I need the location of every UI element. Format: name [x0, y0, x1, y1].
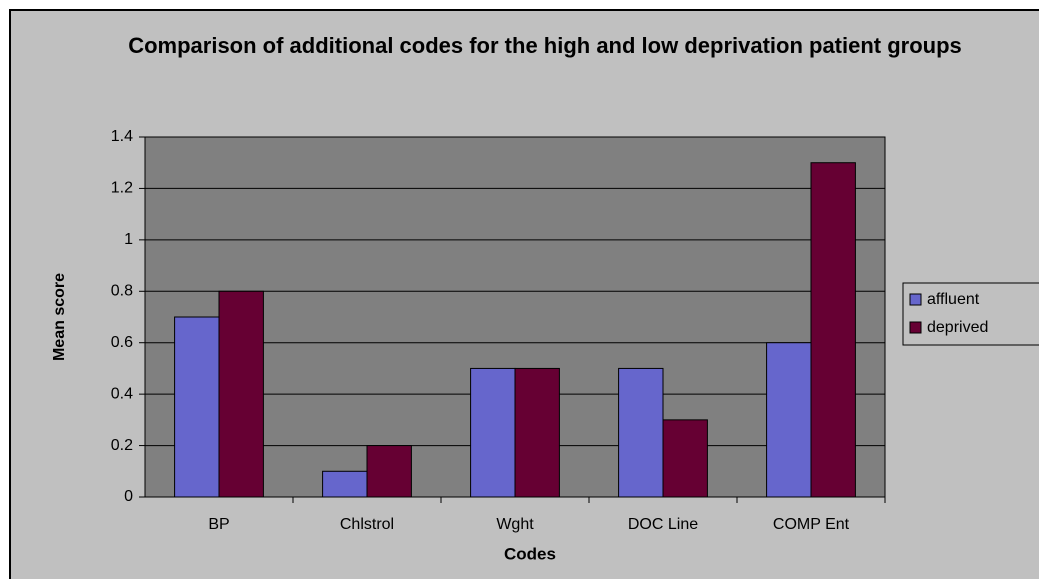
bar — [218, 290, 264, 498]
bar — [766, 342, 812, 498]
x-tick-label: Chlstrol — [340, 516, 394, 533]
x-tick-label: COMP Ent — [773, 516, 850, 533]
legend-swatch — [909, 321, 922, 334]
bar — [810, 162, 856, 498]
x-tick-label: BP — [208, 516, 229, 533]
chart-title: Comparison of additional codes for the h… — [128, 33, 962, 58]
legend-label: affluent — [927, 291, 980, 308]
bar — [322, 470, 368, 498]
bar — [618, 367, 664, 498]
y-tick-label: 0.8 — [111, 283, 133, 300]
bar — [174, 316, 220, 498]
x-tick-label: DOC Line — [628, 516, 698, 533]
y-tick-label: 1.4 — [111, 128, 133, 145]
y-tick-label: 1.2 — [111, 180, 133, 197]
y-tick-label: 0.6 — [111, 334, 133, 351]
x-tick-label: Wght — [496, 516, 534, 533]
legend — [902, 282, 1039, 346]
bar — [470, 367, 516, 498]
y-tick-label: 0.4 — [111, 385, 133, 402]
y-tick-label: 0 — [124, 488, 133, 505]
y-tick-label: 0.2 — [111, 437, 133, 454]
legend-swatch — [909, 293, 922, 306]
bar — [514, 367, 560, 498]
y-tick-label: 1 — [124, 231, 133, 248]
x-axis-label: Codes — [504, 544, 556, 563]
legend-label: deprived — [927, 319, 988, 336]
bar — [366, 445, 412, 498]
bar — [662, 419, 708, 498]
y-axis-label: Mean score — [51, 273, 68, 361]
